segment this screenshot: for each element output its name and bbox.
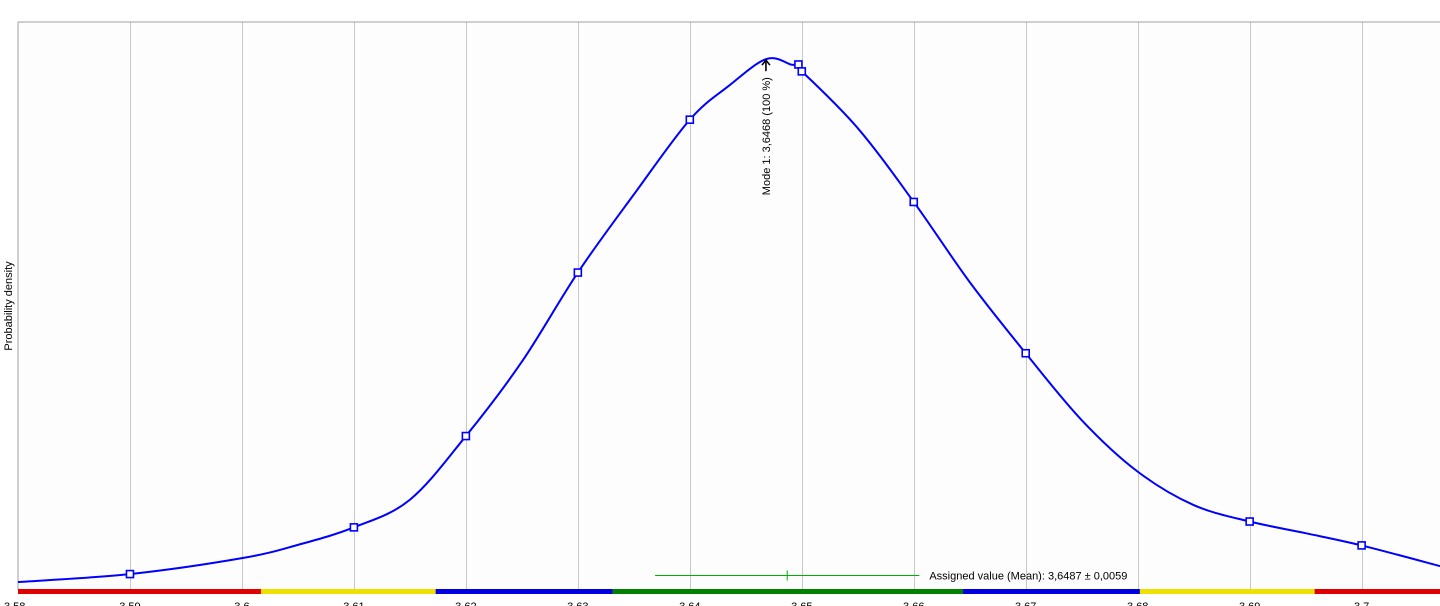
y-axis-label: Probability density bbox=[3, 261, 15, 351]
x-tick-label: 3,6 bbox=[234, 601, 249, 606]
mode-arrow-head bbox=[761, 58, 771, 66]
data-point-marker bbox=[573, 268, 583, 277]
range-segment bbox=[435, 589, 613, 594]
x-tick-label: 3,68 bbox=[1127, 601, 1148, 606]
x-axis-ticks: 3,58 3,59 3,6 3,61 3,62 3,63 3,64 3,65 3,66 3,67 3… bbox=[4, 601, 1369, 606]
range-segment bbox=[1139, 589, 1315, 594]
data-point-marker bbox=[349, 523, 359, 532]
x-tick-label: 3,65 bbox=[791, 601, 812, 606]
x-tick-label: 3,66 bbox=[903, 601, 924, 606]
data-point-marker bbox=[797, 67, 807, 76]
x-tick-label: 3,64 bbox=[679, 601, 700, 606]
range-segment bbox=[612, 589, 964, 594]
data-point-marker bbox=[1245, 517, 1254, 526]
data-point-marker bbox=[909, 197, 919, 207]
data-point-marker bbox=[1357, 541, 1366, 550]
x-tick-label: 3,59 bbox=[119, 601, 140, 606]
data-point-marker bbox=[461, 431, 471, 441]
mode-label: Mode 1: 3,6468 (100 %) bbox=[761, 77, 773, 195]
data-points-layer bbox=[125, 60, 1366, 579]
data-point-marker bbox=[125, 569, 135, 579]
data-point-marker bbox=[685, 115, 695, 124]
range-segment bbox=[260, 589, 436, 594]
x-tick-label: 3,69 bbox=[1239, 601, 1260, 606]
range-bar bbox=[18, 589, 1440, 594]
assigned-value-label: Assigned value (Mean): 3,6487 ± 0,0059 bbox=[929, 571, 1127, 583]
x-tick-label: 3,63 bbox=[567, 601, 588, 606]
x-tick-label: 3,7 bbox=[1354, 601, 1369, 606]
range-segment bbox=[1314, 589, 1440, 594]
x-tick-label: 3,67 bbox=[1015, 601, 1036, 606]
x-tick-label: 3,58 bbox=[4, 601, 25, 606]
plot-area bbox=[18, 22, 1440, 590]
x-tick-label: 3,62 bbox=[455, 601, 476, 606]
range-segment bbox=[18, 589, 261, 594]
range-segment bbox=[963, 589, 1140, 594]
x-tick-label: 3,61 bbox=[343, 601, 364, 606]
mode-annotation: Mode 1: 3,6468 (100 %) bbox=[761, 58, 773, 195]
assigned-value-annotation: Assigned value (Mean): 3,6487 ± 0,0059 bbox=[655, 570, 1127, 583]
data-point-marker bbox=[794, 60, 803, 69]
data-point-marker bbox=[1021, 348, 1031, 358]
